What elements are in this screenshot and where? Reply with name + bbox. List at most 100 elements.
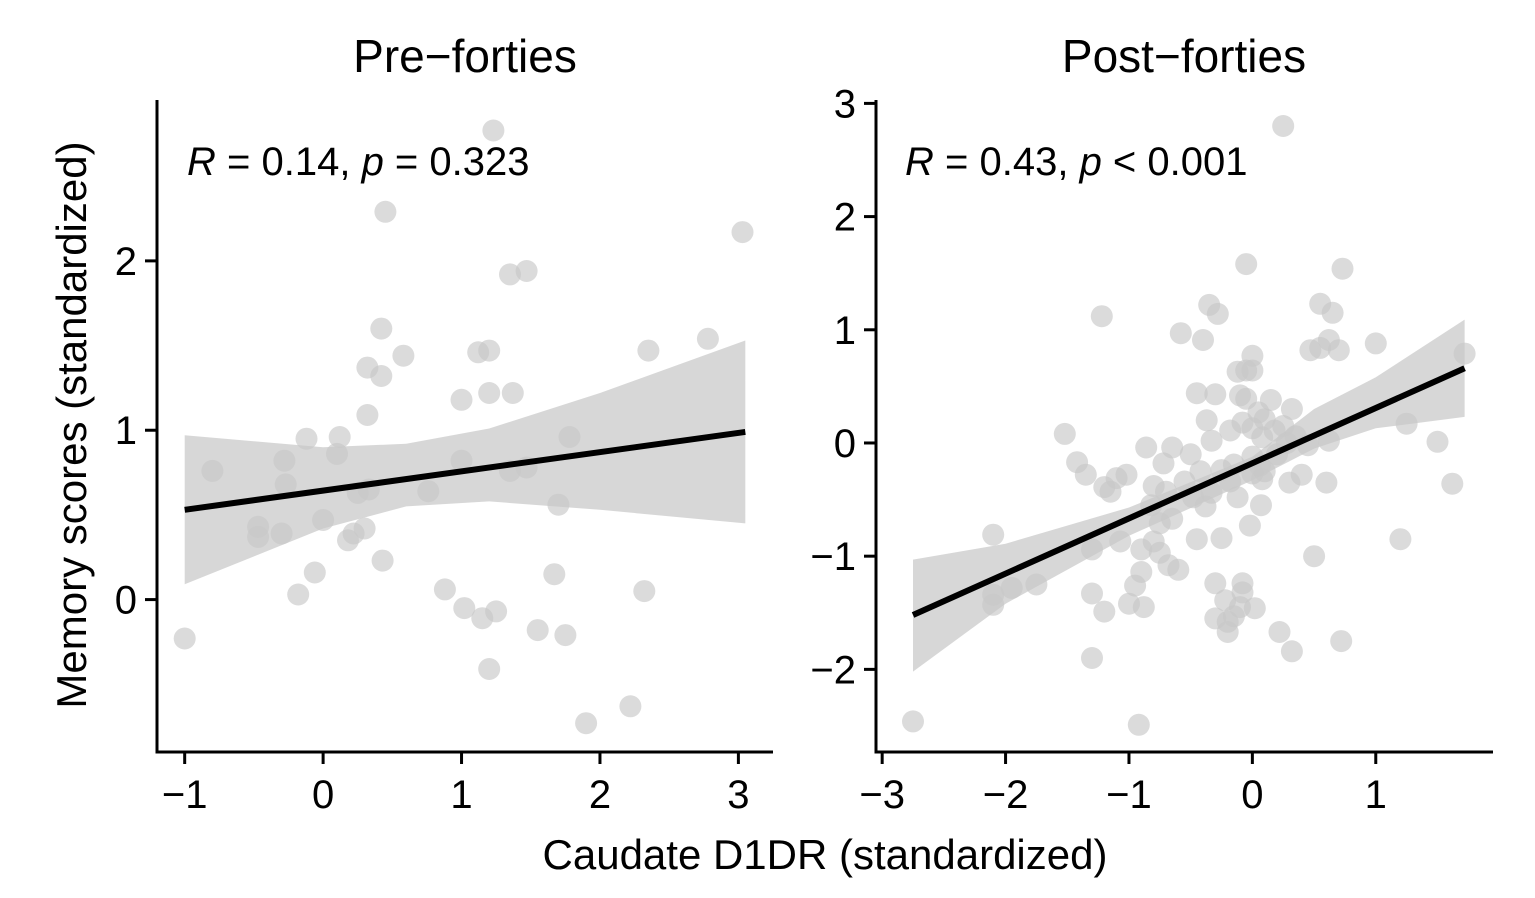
x-tick-label: 3 xyxy=(727,773,749,817)
p-value: < 0.001 xyxy=(1102,140,1248,184)
points-layer xyxy=(902,115,1476,736)
y-tick-label: 1 xyxy=(834,309,856,353)
panel-pre-forties: Pre−forties −1 0 1 2 3 0 1 2 R = 0.14, p = 0.32… xyxy=(115,30,773,817)
axes-layer: −3 −2 −1 0 1 −2 −1 0 1 2 3 xyxy=(810,82,1493,817)
data-point xyxy=(1315,471,1338,494)
data-point xyxy=(370,365,393,387)
data-point xyxy=(1238,514,1261,537)
data-point xyxy=(1081,647,1103,669)
data-point xyxy=(450,388,473,411)
data-point xyxy=(482,119,505,142)
data-point xyxy=(1185,528,1208,551)
x-tick-label: −2 xyxy=(983,773,1029,817)
data-point xyxy=(1115,463,1138,486)
data-point xyxy=(902,710,924,733)
fit-line-layer xyxy=(911,365,1466,618)
data-point xyxy=(478,339,501,362)
data-point xyxy=(433,578,456,601)
y-tick-label: 3 xyxy=(834,82,856,126)
panel-title: Pre−forties xyxy=(353,30,577,82)
data-point xyxy=(1130,561,1153,583)
data-point xyxy=(1210,527,1233,550)
y-tick-label: 1 xyxy=(115,409,137,453)
data-point xyxy=(637,339,660,362)
data-point xyxy=(485,600,508,623)
data-point xyxy=(453,597,476,620)
data-point xyxy=(1272,115,1295,137)
stats-annotation: R = 0.43, p < 0.001 xyxy=(905,140,1248,184)
data-point xyxy=(1331,257,1354,280)
y-tick-label: −2 xyxy=(810,648,856,692)
data-point xyxy=(1081,538,1103,561)
r-value: = 0.43, xyxy=(934,140,1080,184)
data-point xyxy=(1000,576,1023,599)
p-symbol: p xyxy=(1079,140,1102,184)
data-point xyxy=(1290,463,1313,486)
y-tick-label: −1 xyxy=(810,535,856,579)
data-point xyxy=(1169,322,1192,345)
data-point xyxy=(1441,472,1464,495)
x-axis-label: Caudate D1DR (standardized) xyxy=(543,831,1108,878)
data-point xyxy=(731,221,754,244)
data-point xyxy=(370,317,393,340)
data-point xyxy=(353,517,376,540)
data-point xyxy=(554,624,577,647)
data-point xyxy=(478,382,501,404)
data-point xyxy=(1303,545,1326,568)
data-point xyxy=(1364,332,1387,355)
data-point xyxy=(287,583,310,606)
data-point xyxy=(1179,443,1202,466)
x-tick-label: 2 xyxy=(589,773,611,817)
y-tick-label: 2 xyxy=(834,196,856,240)
data-point xyxy=(478,658,501,680)
data-point xyxy=(1268,621,1291,643)
data-point xyxy=(1206,302,1229,325)
data-point xyxy=(356,404,379,426)
data-point xyxy=(499,263,521,286)
data-point xyxy=(543,563,566,586)
data-point xyxy=(526,619,549,642)
data-point xyxy=(1161,436,1184,459)
data-point xyxy=(1127,713,1150,736)
data-point xyxy=(247,525,270,548)
data-point xyxy=(270,522,293,545)
data-point xyxy=(1025,573,1048,596)
panel-post-forties: Post−forties −3 −2 −1 0 1 −2 −1 0 1 2 3 R = 0.43, … xyxy=(810,30,1493,817)
data-point xyxy=(1389,528,1412,551)
data-point xyxy=(1259,389,1282,411)
data-point xyxy=(1204,572,1227,595)
y-tick-label: 0 xyxy=(834,422,856,466)
data-point xyxy=(619,695,642,718)
data-point xyxy=(173,627,196,650)
data-point xyxy=(1243,597,1266,620)
data-point xyxy=(1250,494,1272,517)
data-point xyxy=(371,549,394,572)
y-axis-label: Memory scores (standardized) xyxy=(48,141,95,708)
data-point xyxy=(1161,507,1184,530)
p-value: = 0.323 xyxy=(384,140,530,184)
data-point xyxy=(1253,460,1276,483)
data-point xyxy=(1167,558,1190,581)
data-point xyxy=(1395,412,1418,435)
data-point xyxy=(1189,460,1212,483)
data-point xyxy=(1185,382,1208,405)
regression-line xyxy=(911,365,1466,618)
data-point xyxy=(417,480,440,503)
data-point xyxy=(1053,422,1076,445)
r-symbol: R xyxy=(905,140,934,184)
data-point xyxy=(201,459,224,482)
data-point xyxy=(558,426,581,448)
x-tick-label: 1 xyxy=(450,773,472,817)
data-point xyxy=(547,493,570,516)
data-point xyxy=(1241,359,1264,382)
data-point xyxy=(274,473,297,496)
x-tick-label: −3 xyxy=(859,773,905,817)
data-point xyxy=(1074,463,1097,486)
data-point xyxy=(303,561,326,584)
data-point xyxy=(1231,572,1254,595)
data-point xyxy=(1090,305,1113,328)
x-tick-label: 0 xyxy=(312,773,334,817)
x-tick-label: 0 xyxy=(1241,773,1263,817)
data-point xyxy=(982,593,1005,616)
